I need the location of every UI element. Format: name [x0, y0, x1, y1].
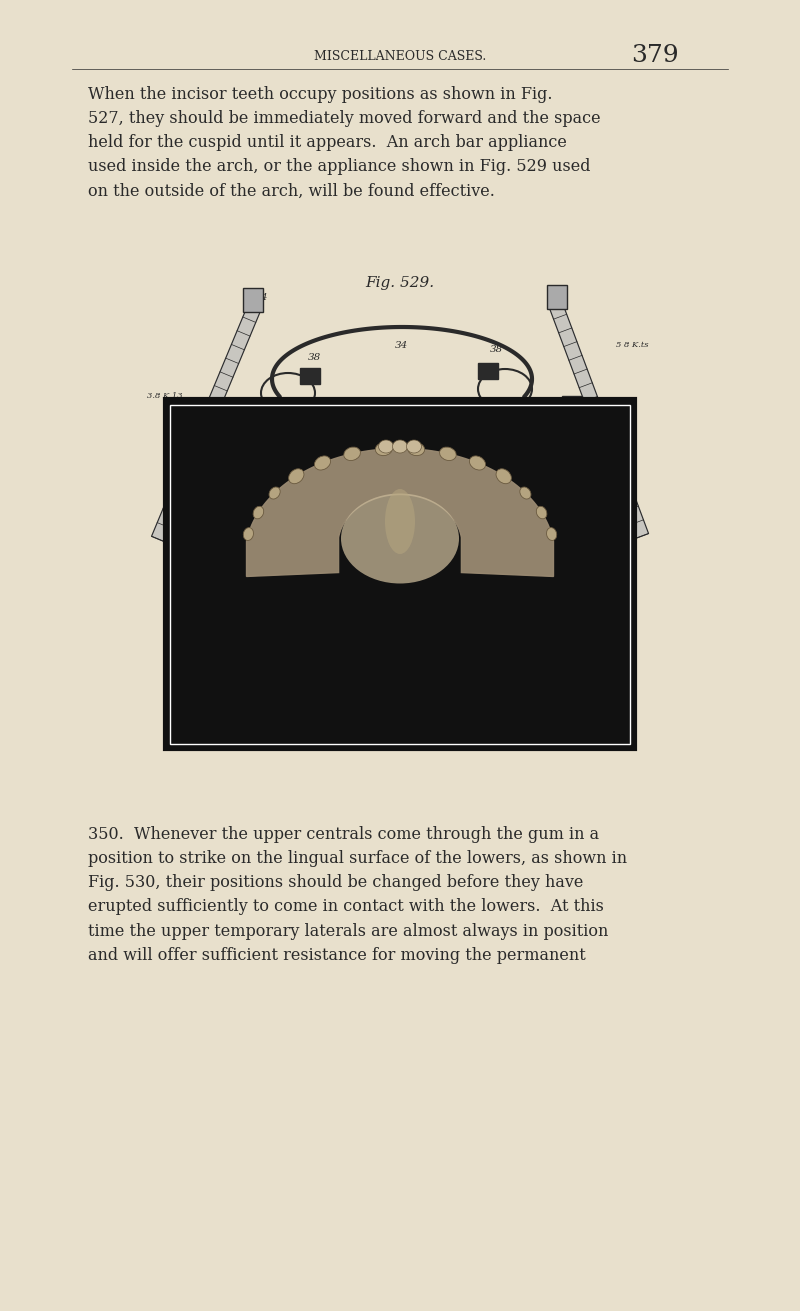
Bar: [478, 363, 498, 379]
Text: 350.  Whenever the upper centrals come through the gum in a
position to strike o: 350. Whenever the upper centrals come th…: [88, 826, 627, 964]
Ellipse shape: [289, 469, 304, 484]
Ellipse shape: [341, 493, 459, 583]
Text: 5 8 K.ts: 5 8 K.ts: [616, 341, 648, 349]
Text: 2: 2: [285, 388, 291, 397]
Ellipse shape: [536, 506, 547, 519]
Ellipse shape: [344, 447, 361, 460]
Polygon shape: [246, 448, 554, 577]
Ellipse shape: [406, 440, 422, 454]
Ellipse shape: [243, 527, 254, 540]
Ellipse shape: [520, 486, 531, 499]
Ellipse shape: [261, 374, 315, 413]
Ellipse shape: [393, 440, 407, 454]
Ellipse shape: [470, 456, 486, 471]
Ellipse shape: [269, 486, 280, 499]
Text: 5·0: 5·0: [209, 494, 227, 503]
Ellipse shape: [378, 440, 394, 454]
Bar: [300, 368, 320, 384]
Text: 38: 38: [307, 353, 321, 362]
Bar: [523, 471, 541, 520]
Text: Fig. 530.: Fig. 530.: [366, 558, 434, 573]
FancyBboxPatch shape: [243, 288, 263, 312]
Text: 379: 379: [631, 45, 679, 67]
Ellipse shape: [375, 443, 392, 456]
Text: MISCELLANEOUS CASES.: MISCELLANEOUS CASES.: [314, 50, 486, 63]
Ellipse shape: [546, 527, 557, 540]
Text: 2: 2: [502, 384, 508, 393]
Text: 34: 34: [395, 341, 409, 350]
Polygon shape: [549, 300, 649, 539]
Ellipse shape: [385, 489, 415, 555]
Ellipse shape: [496, 469, 511, 484]
Ellipse shape: [537, 464, 627, 528]
Bar: [261, 475, 279, 524]
Text: 38: 38: [490, 345, 504, 354]
Text: 3.8 K.13: 3.8 K.13: [147, 392, 183, 400]
Polygon shape: [151, 303, 262, 541]
Bar: [210, 399, 230, 413]
Text: Fig. 529.: Fig. 529.: [366, 277, 434, 290]
Ellipse shape: [253, 506, 264, 519]
Ellipse shape: [173, 467, 263, 531]
Ellipse shape: [408, 443, 425, 456]
Text: 34: 34: [256, 292, 268, 302]
Text: 5·0: 5·0: [573, 492, 591, 501]
Text: When the incisor teeth occupy positions as shown in Fig.
527, they should be imm: When the incisor teeth occupy positions …: [88, 87, 601, 199]
Bar: [170, 405, 630, 743]
Ellipse shape: [439, 447, 456, 460]
Ellipse shape: [478, 368, 532, 409]
Text: 34: 34: [552, 288, 564, 298]
Ellipse shape: [314, 456, 330, 471]
FancyBboxPatch shape: [547, 284, 567, 309]
Bar: [562, 396, 582, 410]
Bar: [165, 399, 635, 749]
